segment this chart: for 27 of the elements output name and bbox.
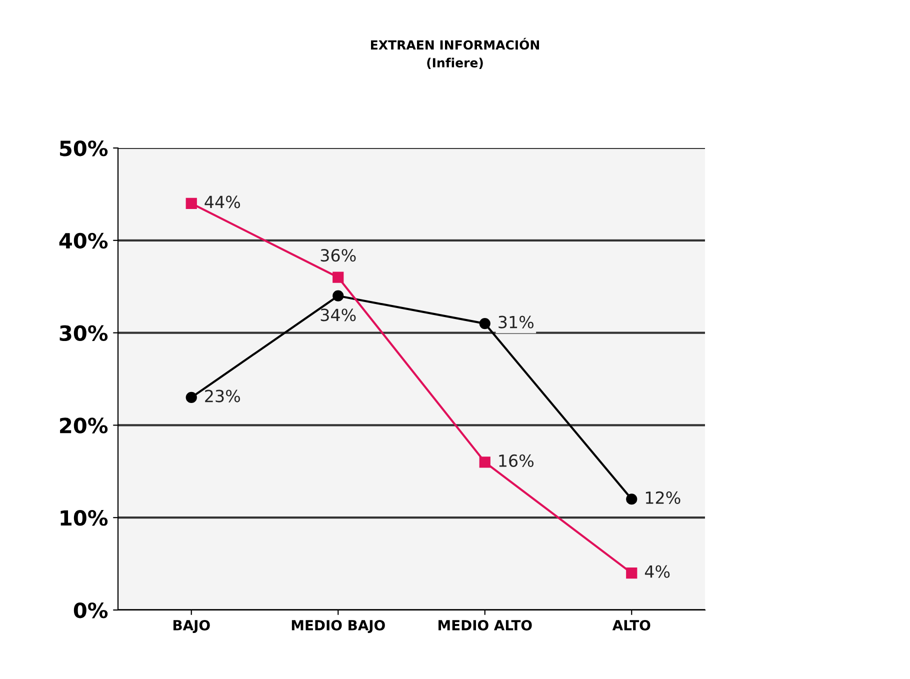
point	[332, 272, 344, 283]
data-label: 36%	[320, 249, 356, 262]
point	[626, 494, 638, 505]
x-tick-label: MEDIO BAJO	[292, 620, 385, 634]
y-tick-label: 20%	[60, 418, 108, 434]
x-tick-label: MEDIO ALTO	[438, 620, 532, 630]
y-tick-label: 50%	[60, 140, 108, 156]
data-label: 16%	[499, 454, 534, 467]
y-tick-label: 0%	[74, 602, 108, 618]
x-tick-label: BAJO	[173, 620, 210, 634]
x-tick-label: ALTO	[612, 620, 650, 630]
y-tick-label: 10%	[60, 510, 108, 526]
data-label: 31%	[498, 316, 534, 328]
data-label: 44%	[204, 196, 240, 208]
point	[479, 456, 490, 468]
data-label: 4%	[644, 565, 670, 578]
chart-title: EXTRAEN INFORMACIÓN (Infiere)	[371, 38, 539, 69]
point	[186, 392, 197, 404]
y-tick-label: 40%	[59, 232, 108, 249]
data-label: 23%	[205, 390, 240, 402]
data-label: 12%	[646, 491, 680, 504]
point	[626, 567, 638, 579]
point	[186, 198, 197, 209]
y-tick-label: 30%	[60, 325, 108, 342]
data-label: 34%	[320, 308, 356, 322]
point	[332, 290, 344, 302]
point	[479, 318, 490, 330]
